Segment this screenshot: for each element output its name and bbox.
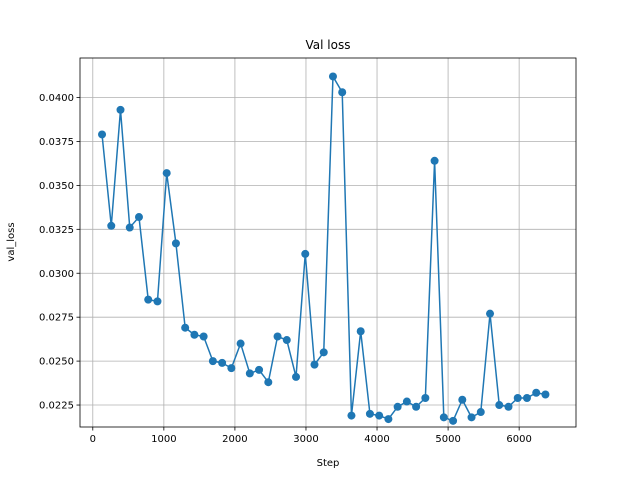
chart-title: Val loss — [306, 38, 351, 52]
x-tick-label: 6000 — [506, 434, 531, 445]
data-point — [171, 239, 180, 248]
data-point — [236, 339, 245, 348]
y-tick-label: 0.0300 — [39, 269, 74, 280]
data-point — [504, 402, 513, 411]
x-axis-ticks: 0 1000 2000 3000 4000 5000 6000 — [90, 427, 532, 445]
data-point — [328, 72, 337, 81]
y-tick-label: 0.0225 — [39, 401, 74, 412]
data-point — [144, 295, 153, 304]
data-point — [412, 402, 421, 411]
data-point — [384, 415, 393, 424]
series-layer — [98, 72, 550, 425]
data-point — [319, 348, 328, 357]
data-point — [264, 378, 273, 387]
plot-frame — [79, 57, 577, 428]
data-point — [522, 394, 531, 403]
data-point — [310, 360, 319, 369]
data-point — [282, 336, 291, 345]
data-point — [458, 395, 467, 404]
data-point — [430, 156, 439, 165]
data-point — [273, 332, 282, 341]
y-tick-label: 0.0375 — [39, 137, 74, 148]
data-point — [356, 327, 365, 336]
x-tick-label: 2000 — [222, 434, 247, 445]
data-point — [421, 394, 430, 403]
data-point — [439, 413, 448, 422]
data-point — [365, 409, 374, 418]
data-point — [467, 413, 476, 422]
data-point — [162, 169, 171, 178]
y-axis-title: val_loss — [6, 222, 17, 261]
data-point — [375, 411, 384, 420]
x-tick-label: 5000 — [435, 434, 460, 445]
data-point — [495, 401, 504, 410]
data-point — [116, 105, 125, 114]
x-tick-label: 0 — [90, 434, 96, 445]
data-point — [227, 364, 236, 373]
data-point — [134, 213, 143, 222]
y-tick-label: 0.0275 — [39, 313, 74, 324]
x-tick-label: 1000 — [151, 434, 176, 445]
data-point — [476, 408, 485, 417]
data-point — [218, 358, 227, 367]
data-point — [532, 388, 541, 397]
data-point — [208, 357, 217, 366]
data-point — [181, 323, 190, 332]
data-point — [449, 416, 458, 425]
data-point — [125, 223, 134, 232]
data-point — [486, 309, 495, 318]
data-point — [199, 332, 208, 341]
data-point — [393, 402, 402, 411]
data-point — [245, 369, 254, 378]
data-point — [513, 394, 522, 403]
x-axis-title: Step — [317, 458, 340, 469]
data-point — [190, 330, 199, 339]
data-point — [402, 397, 411, 406]
data-point — [338, 88, 347, 97]
data-point — [301, 249, 310, 258]
y-tick-label: 0.0250 — [39, 357, 74, 368]
data-point — [153, 297, 162, 306]
x-tick-label: 4000 — [364, 434, 389, 445]
y-tick-label: 0.0400 — [39, 93, 74, 104]
y-axis-ticks: 0.0225 0.0250 0.0275 0.0300 0.0325 0.0350 0.03… — [39, 93, 80, 412]
y-tick-label: 0.0325 — [39, 225, 74, 236]
y-tick-label: 0.0350 — [39, 181, 74, 192]
x-tick-label: 3000 — [293, 434, 318, 445]
data-point — [255, 365, 264, 374]
data-point — [292, 372, 301, 381]
data-point — [98, 130, 107, 139]
data-point — [107, 221, 116, 230]
data-point — [347, 411, 356, 420]
data-point — [541, 390, 550, 399]
